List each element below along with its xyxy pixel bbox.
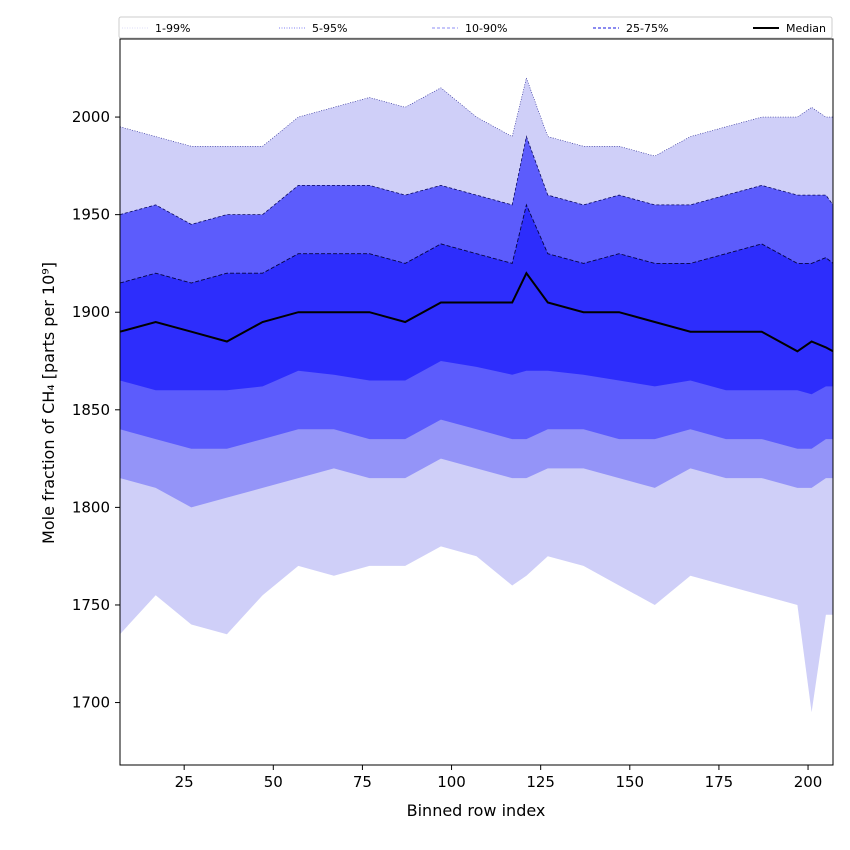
plot-frame [119, 38, 834, 766]
percentile-bands [119, 76, 834, 713]
x-axis-label: Binned row index [407, 801, 546, 820]
y-tick-label: 1900 [72, 303, 110, 321]
legend-label: Median [786, 22, 826, 35]
y-tick-label: 2000 [72, 108, 110, 126]
legend-label: 10-90% [465, 22, 507, 35]
x-tick-label: 75 [353, 773, 372, 791]
x-tick-label: 175 [705, 773, 734, 791]
y-tick-label: 1800 [72, 498, 110, 516]
x-tick-label: 25 [175, 773, 194, 791]
x-tick-label: 125 [526, 773, 555, 791]
y-tick-label: 1850 [72, 401, 110, 419]
y-tick-label: 1700 [72, 694, 110, 712]
legend: 1-99% 5-95% 10-90% 25-75% Median [118, 16, 833, 39]
x-axis-ticks: 25 50 75 100 125 150 175 200 [175, 765, 823, 791]
x-tick-label: 50 [264, 773, 283, 791]
median-line [119, 271, 834, 353]
median-layer [119, 271, 834, 353]
legend-label: 25-75% [626, 22, 668, 35]
line-10-90-upper [119, 135, 834, 225]
x-tick-label: 200 [794, 773, 823, 791]
band-25-75 [120, 204, 833, 395]
x-tick-label: 100 [437, 773, 466, 791]
y-tick-label: 1950 [72, 206, 110, 224]
line-25-75-upper [119, 203, 834, 284]
x-tick-label: 150 [615, 773, 644, 791]
legend-label: 1-99% [155, 22, 190, 35]
legend-box [118, 16, 833, 39]
y-axis-label: Mole fraction of CH₄ [parts per 10⁹] [39, 262, 58, 544]
y-axis-ticks: 1700 1750 1800 1850 1900 1950 2000 [72, 108, 120, 712]
y-tick-label: 1750 [72, 596, 110, 614]
legend-label: 5-95% [312, 22, 347, 35]
